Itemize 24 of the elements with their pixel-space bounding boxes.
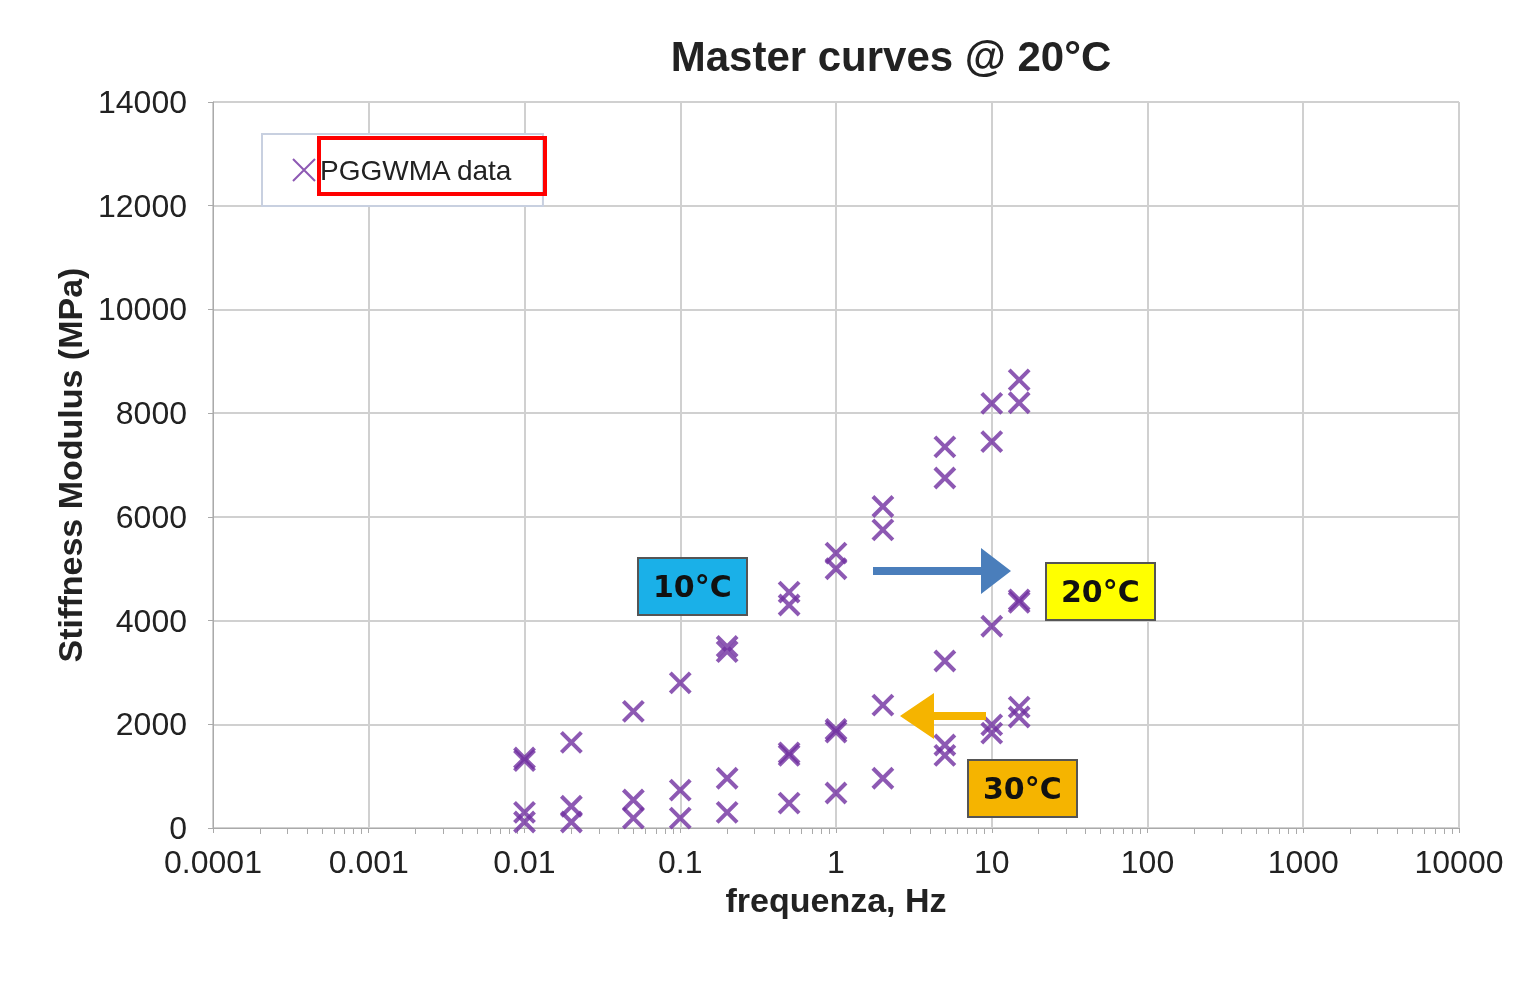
- x-tick-label: 1: [827, 844, 845, 880]
- x-tick-label: 0.01: [493, 844, 556, 880]
- x-tick-label: 100: [1120, 844, 1175, 880]
- x-tick-label: 0.0001: [164, 844, 262, 880]
- annotation: 20°C: [1045, 562, 1156, 621]
- annotation: 10°C: [637, 557, 748, 616]
- x-tick-label: 0.1: [658, 844, 703, 880]
- annotation: 30°C: [967, 759, 1078, 818]
- y-tick-label: 0: [169, 810, 187, 846]
- x-tick-label: 10: [973, 844, 1010, 880]
- y-tick-label: 14000: [98, 84, 187, 120]
- y-tick-label: 12000: [98, 187, 187, 224]
- x-tick-label: 0.001: [328, 844, 409, 880]
- y-tick-label: 8000: [115, 395, 187, 432]
- legend-label: PGGWMA data: [320, 154, 512, 186]
- y-tick-label: 10000: [98, 291, 187, 328]
- x-axis-title: frequenza, Hz: [725, 881, 947, 919]
- x-tick-label: 10000: [1414, 844, 1504, 880]
- y-tick-label: 4000: [115, 602, 187, 639]
- y-tick-label: 2000: [115, 706, 187, 743]
- y-axis-title: Stiffness Modulus (MPa): [51, 267, 90, 663]
- x-tick-label: 1000: [1267, 844, 1339, 880]
- y-tick-label: 6000: [115, 498, 187, 535]
- chart-title: Master curves @ 20°C: [670, 32, 1112, 80]
